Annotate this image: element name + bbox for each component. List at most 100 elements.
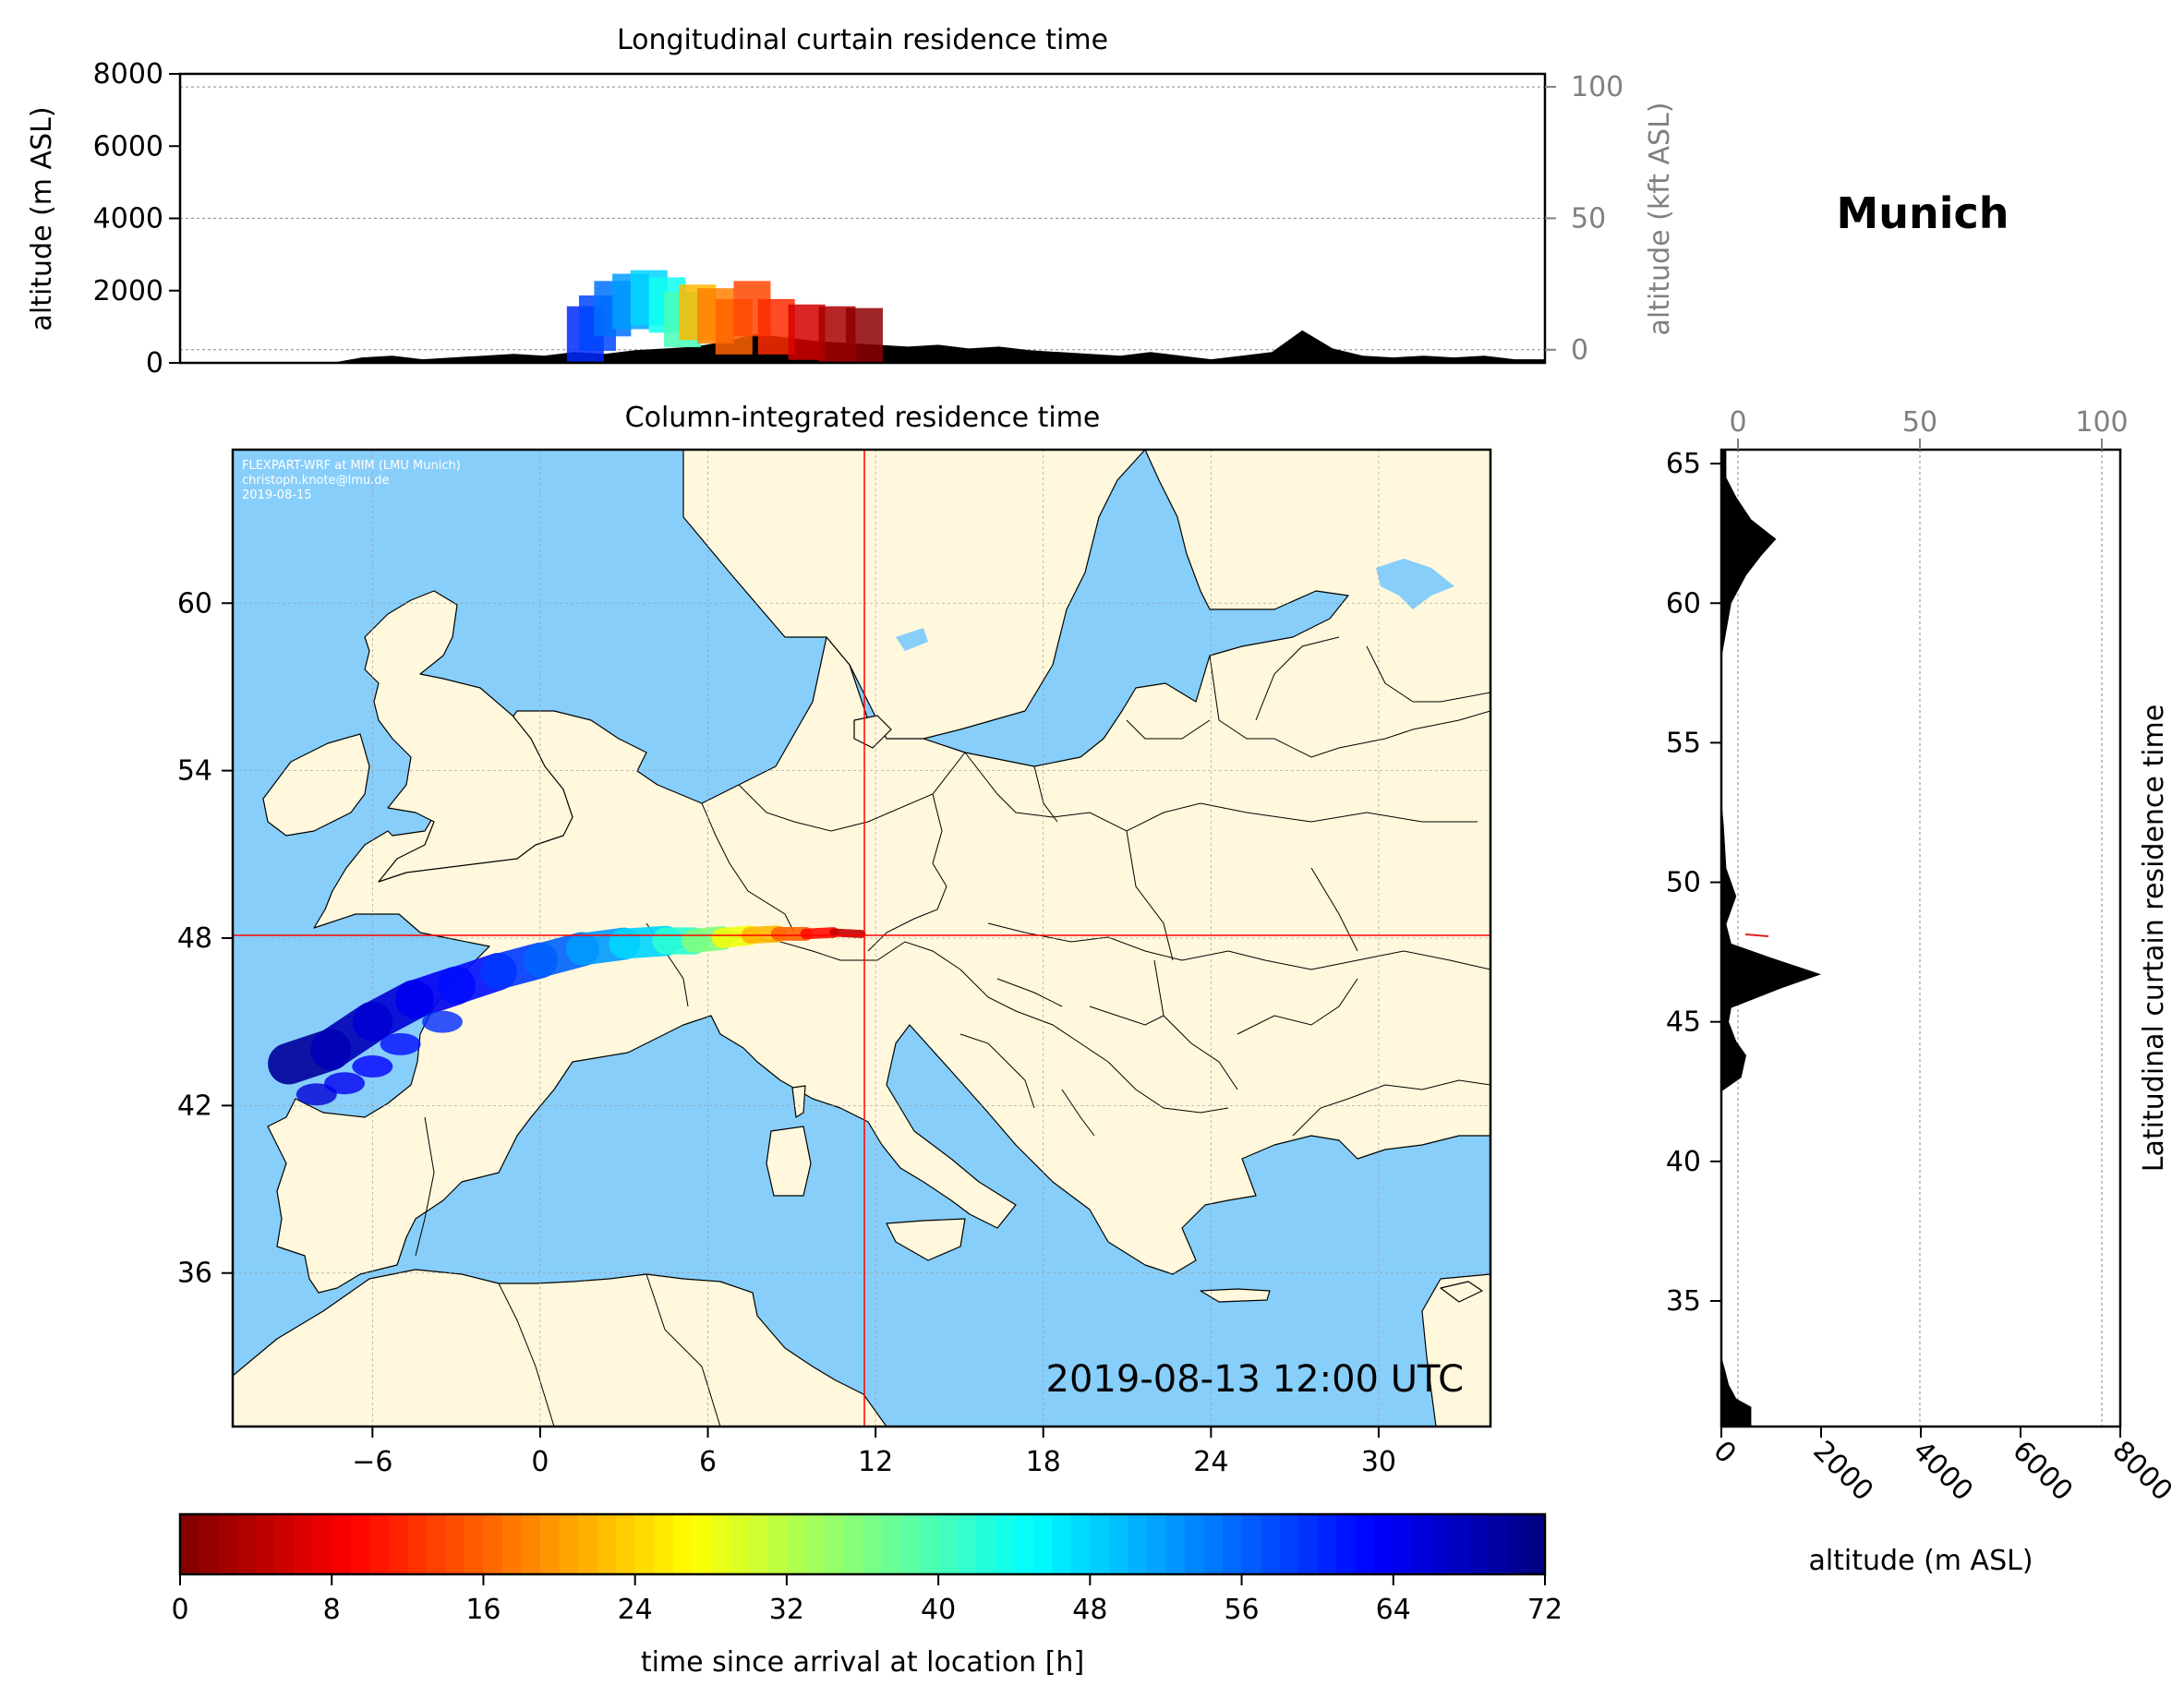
map-ytick-label: 48 bbox=[177, 922, 212, 955]
latitudinal-xtick-label: 6000 bbox=[2006, 1435, 2079, 1508]
colorbar-bin bbox=[521, 1514, 541, 1574]
latitudinal-terrain bbox=[1721, 450, 1821, 1427]
colorbar-axis: 0 8 16 24 32 40 48 56 64 72 bbox=[171, 1574, 1563, 1626]
column-plume-blob bbox=[380, 1032, 421, 1055]
map-xtick-label: 6 bbox=[699, 1446, 717, 1478]
colorbar-bin bbox=[1468, 1514, 1490, 1574]
colorbar-bin bbox=[938, 1514, 959, 1574]
latitudinal-y-axis: 35 40 45 50 55 60 65 bbox=[1666, 448, 1721, 1318]
colorbar-bin bbox=[350, 1514, 370, 1574]
longitudinal-ylabel-right: altitude (kft ASL) bbox=[1644, 102, 1676, 335]
colorbar-bin bbox=[312, 1514, 332, 1574]
landmass-crete bbox=[1200, 1288, 1271, 1303]
colorbar-bin bbox=[501, 1514, 523, 1574]
colorbar-bin bbox=[1412, 1514, 1432, 1574]
landmass-sardinia bbox=[766, 1126, 812, 1197]
colorbar-bin bbox=[805, 1514, 826, 1574]
colorbar: 0 8 16 24 32 40 48 56 64 72 time since arrival at… bbox=[171, 1512, 1563, 1679]
colorbar-bin bbox=[1108, 1514, 1128, 1574]
map-ytick-label: 60 bbox=[177, 587, 212, 620]
landmass-africa bbox=[233, 1269, 887, 1427]
colorbar-bin bbox=[1374, 1514, 1394, 1574]
colorbar-bin bbox=[634, 1514, 655, 1574]
latitudinal-x-axis: 0 2000 4000 6000 8000 bbox=[1707, 1427, 2178, 1508]
colorbar-bin bbox=[274, 1514, 295, 1574]
colorbar-bin bbox=[407, 1514, 428, 1574]
colorbar-bin bbox=[218, 1514, 238, 1574]
landmass-cyprus bbox=[1440, 1281, 1483, 1303]
colorbar-bin bbox=[464, 1514, 485, 1574]
map-xtick-label: 0 bbox=[531, 1446, 549, 1478]
landmass-corsica bbox=[791, 1085, 806, 1118]
landmass-ireland bbox=[262, 733, 370, 837]
longitudinal-plume bbox=[566, 270, 883, 363]
colorbar-bin bbox=[1223, 1514, 1243, 1574]
lake-ladoga bbox=[1376, 559, 1454, 609]
latitudinal-xtick-label: 0 bbox=[1707, 1435, 1742, 1470]
colorbar-bin bbox=[1165, 1514, 1186, 1574]
column-plume bbox=[268, 925, 866, 1106]
colorbar-bin bbox=[1032, 1514, 1053, 1574]
longitudinal-plume-cell bbox=[846, 307, 883, 363]
latitudinal-xlabel: altitude (m ASL) bbox=[1808, 1545, 2033, 1577]
colorbar-bin bbox=[1526, 1514, 1546, 1574]
colorbar-bin bbox=[919, 1514, 939, 1574]
colorbar-bin bbox=[672, 1514, 693, 1574]
column-plume-blob bbox=[324, 1072, 366, 1095]
latitudinal-plume-trace bbox=[1744, 933, 1769, 937]
column-plume-segment bbox=[800, 927, 839, 940]
colorbar-bins bbox=[180, 1514, 1546, 1574]
colorbar-bin bbox=[881, 1514, 901, 1574]
landmasses bbox=[233, 450, 1490, 1427]
location-title: Munich bbox=[1836, 188, 2009, 238]
credit-line-3: 2019-08-15 bbox=[242, 488, 312, 502]
latitudinal-xtick-label-top: 0 bbox=[1729, 406, 1746, 439]
colorbar-tick-label: 16 bbox=[465, 1594, 501, 1626]
colorbar-bin bbox=[900, 1514, 921, 1574]
colorbar-tick-label: 0 bbox=[171, 1594, 188, 1626]
colorbar-bin bbox=[710, 1514, 730, 1574]
colorbar-bin bbox=[748, 1514, 768, 1574]
latitudinal-ytick-label: 45 bbox=[1666, 1006, 1701, 1039]
colorbar-bin bbox=[1184, 1514, 1205, 1574]
colorbar-bin bbox=[1070, 1514, 1091, 1574]
map-xtick-label: 24 bbox=[1193, 1446, 1228, 1478]
map-y-axis: 36 42 48 54 60 bbox=[177, 587, 233, 1290]
colorbar-bin bbox=[180, 1514, 200, 1574]
landmass-great-britain bbox=[364, 590, 573, 883]
map-xtick-label: −6 bbox=[352, 1446, 392, 1478]
colorbar-bin bbox=[786, 1514, 807, 1574]
latitudinal-ytick-label: 60 bbox=[1666, 587, 1701, 620]
landmass-sicily bbox=[886, 1218, 966, 1261]
column-panel: Column-integrated residence time bbox=[177, 402, 1492, 1478]
colorbar-bin bbox=[1052, 1514, 1072, 1574]
colorbar-bin bbox=[540, 1514, 561, 1574]
longitudinal-ytick-label: 2000 bbox=[93, 275, 163, 307]
colorbar-bin bbox=[767, 1514, 788, 1574]
latitudinal-ytick-label: 55 bbox=[1666, 727, 1701, 759]
colorbar-bin bbox=[559, 1514, 579, 1574]
map-xtick-label: 18 bbox=[1026, 1446, 1061, 1478]
latitudinal-gridlines bbox=[1737, 450, 2103, 1427]
map-gridlines bbox=[233, 450, 1490, 1427]
latitudinal-xtick-label: 8000 bbox=[2106, 1435, 2178, 1508]
column-title: Column-integrated residence time bbox=[625, 402, 1101, 434]
latitudinal-top-axis: 0 50 100 bbox=[1729, 406, 2129, 450]
latitudinal-ylabel: Latitudinal curtain residence time bbox=[2138, 704, 2170, 1172]
colorbar-bin bbox=[616, 1514, 636, 1574]
longitudinal-ytick-label: 8000 bbox=[93, 58, 163, 90]
colorbar-tick-label: 40 bbox=[921, 1594, 956, 1626]
colorbar-bin bbox=[199, 1514, 219, 1574]
colorbar-bin bbox=[995, 1514, 1015, 1574]
longitudinal-ytick-label-right: 50 bbox=[1571, 202, 1606, 235]
landmass-levant bbox=[1421, 1273, 1490, 1427]
colorbar-bin bbox=[369, 1514, 390, 1574]
colorbar-bin bbox=[863, 1514, 883, 1574]
colorbar-bin bbox=[1430, 1514, 1451, 1574]
colorbar-bin bbox=[1279, 1514, 1299, 1574]
landmass-continent bbox=[267, 450, 1490, 1294]
longitudinal-ytick-label: 6000 bbox=[93, 130, 163, 163]
credit-line-1: FLEXPART-WRF at MIM (LMU Munich) bbox=[242, 459, 461, 473]
lake-vanern bbox=[896, 628, 928, 651]
